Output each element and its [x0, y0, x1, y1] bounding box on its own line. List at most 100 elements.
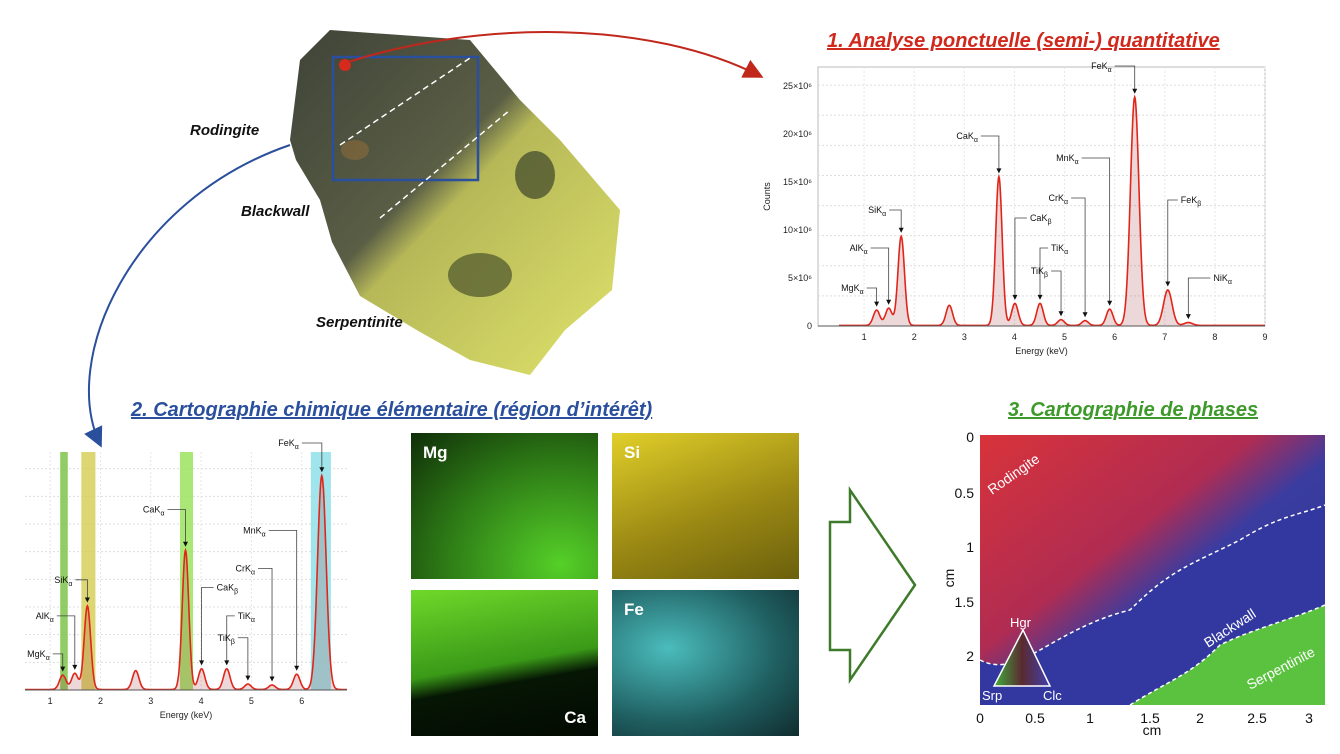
- highlight-band-fe: [310, 452, 331, 690]
- peak-arrow-icon: [1185, 314, 1191, 320]
- peak-leader-line: [1114, 65, 1136, 90]
- x-axis-label: cm: [1143, 722, 1162, 738]
- peak-arrow-icon: [224, 660, 230, 666]
- peak-leader-line: [52, 653, 64, 668]
- x-tick: 0.5: [1025, 710, 1045, 726]
- peak-leader-line: [268, 530, 298, 667]
- legend-hgr: Hgr: [1010, 615, 1032, 630]
- peak-leader-line: [980, 135, 1000, 170]
- x-tick-label: 5: [249, 696, 254, 706]
- peak-arrow-icon: [886, 299, 892, 305]
- y-tick: 1.5: [955, 594, 975, 610]
- x-axis-label: Energy (keV): [1015, 346, 1068, 356]
- x-tick-label: 1: [862, 332, 867, 342]
- arrow-to-point-analysis: [347, 31, 764, 78]
- rock-sample-image: [290, 30, 620, 375]
- peak-label: FeKβ: [1181, 195, 1202, 208]
- peak-label: CaKβ: [217, 582, 239, 595]
- peak-leader-line: [1071, 197, 1086, 314]
- element-map-fe: Fe: [612, 590, 799, 736]
- map-label: Fe: [624, 600, 644, 619]
- peak-label: AlKα: [36, 611, 54, 624]
- element-map-mg: Mg: [411, 433, 598, 579]
- peak-label: CaKα: [956, 131, 978, 144]
- label-blackwall: Blackwall: [241, 203, 310, 220]
- peak-arrow-icon: [996, 168, 1002, 174]
- peak-leader-line: [167, 509, 186, 543]
- plot-area: 1 2 3 4 5 6 Energy (keV) MgKα AlKα SiKα CaKα CaKβ Ti…: [25, 438, 347, 720]
- peak-leader-line: [301, 442, 323, 469]
- map-label: Ca: [564, 708, 586, 727]
- peak-leader-line: [1167, 199, 1178, 283]
- peak-label: FeKα: [1091, 61, 1112, 74]
- x-tick-label: 2: [912, 332, 917, 342]
- x-tick-label: 3: [962, 332, 967, 342]
- y-tick-label: 5×10⁶: [788, 273, 812, 283]
- x-tick-label: 7: [1162, 332, 1167, 342]
- peak-label: MnKα: [1056, 153, 1079, 166]
- peak-arrow-icon: [874, 301, 880, 307]
- peak-arrow-icon: [269, 676, 275, 682]
- peak-label: TiKα: [1051, 243, 1068, 256]
- section-1-title: 1. Analyse ponctuelle (semi-) quantitati…: [827, 30, 1220, 52]
- peak-label: MgKα: [27, 649, 50, 662]
- x-tick-label: 6: [1112, 332, 1117, 342]
- peak-arrow-icon: [1082, 312, 1088, 318]
- peak-label: MgKα: [841, 283, 864, 296]
- peak-arrow-icon: [294, 665, 300, 671]
- plot-frame: [817, 66, 1266, 327]
- peak-leader-line: [1081, 157, 1111, 302]
- peak-arrow-icon: [1058, 311, 1064, 317]
- peak-leader-line: [56, 615, 76, 666]
- y-tick-label: 0: [807, 321, 812, 331]
- x-tick: 1: [1086, 710, 1094, 726]
- y-tick: 2: [966, 648, 974, 664]
- label-serpentinite: Serpentinite: [316, 314, 403, 331]
- peak-arrow-icon: [1037, 294, 1043, 300]
- x-tick-label: 9: [1262, 332, 1267, 342]
- peak-label: CaKβ: [1030, 213, 1052, 226]
- peak-label: CrKα: [1049, 193, 1069, 206]
- y-tick-label: 15×10⁶: [783, 177, 812, 187]
- peak-leader-line: [870, 247, 890, 301]
- region-of-interest-box: [331, 55, 480, 182]
- arrow-to-chemical-map: [84, 144, 291, 448]
- peak-arrow-icon: [84, 597, 90, 603]
- y-tick-label: 20×10⁶: [783, 129, 812, 139]
- peak-leader-line: [226, 615, 235, 662]
- x-tick: 2: [1196, 710, 1204, 726]
- peak-leader-line: [201, 587, 214, 662]
- y-tick-label: 10×10⁶: [783, 225, 812, 235]
- ternary-legend: [992, 628, 1052, 687]
- x-axis-label: Energy (keV): [160, 710, 213, 720]
- plot-area: 1 2 3 4 5 6 7 8 9 Energy (keV) 0 5×10⁶ 10×10⁶ 15×10⁶ 2…: [762, 61, 1268, 356]
- peak-leader-line: [1014, 217, 1027, 296]
- spectrum-line: [25, 473, 347, 691]
- x-tick: 2.5: [1247, 710, 1267, 726]
- x-tick-label: 4: [199, 696, 204, 706]
- phase-map: Hgr Srp Clc Rodingite Blackwall Serpenti…: [941, 429, 1326, 738]
- big-arrow-to-phase-map: [828, 485, 917, 685]
- peak-arrow-icon: [319, 467, 325, 473]
- peak-arrow-icon: [182, 541, 188, 547]
- peak-leader-line: [1187, 277, 1211, 316]
- peak-leader-line: [1039, 247, 1048, 296]
- peak-leader-line: [75, 579, 88, 599]
- x-tick-label: 2: [98, 696, 103, 706]
- peak-label: CaKα: [143, 505, 165, 518]
- map-label: Mg: [423, 443, 448, 462]
- peak-arrow-icon: [60, 666, 66, 672]
- peak-arrow-icon: [898, 227, 904, 233]
- section-3-title: 3. Cartographie de phases: [1008, 399, 1259, 421]
- peak-arrow-icon: [199, 660, 205, 666]
- peak-label: NiKα: [1213, 273, 1232, 286]
- legend-srp: Srp: [982, 688, 1002, 703]
- peak-label: AlKα: [850, 243, 868, 256]
- peak-leader-line: [866, 287, 878, 303]
- peak-label: TiKβ: [1031, 266, 1048, 279]
- x-tick-label: 5: [1062, 332, 1067, 342]
- peak-label: TiKβ: [218, 633, 235, 646]
- x-tick-label: 3: [148, 696, 153, 706]
